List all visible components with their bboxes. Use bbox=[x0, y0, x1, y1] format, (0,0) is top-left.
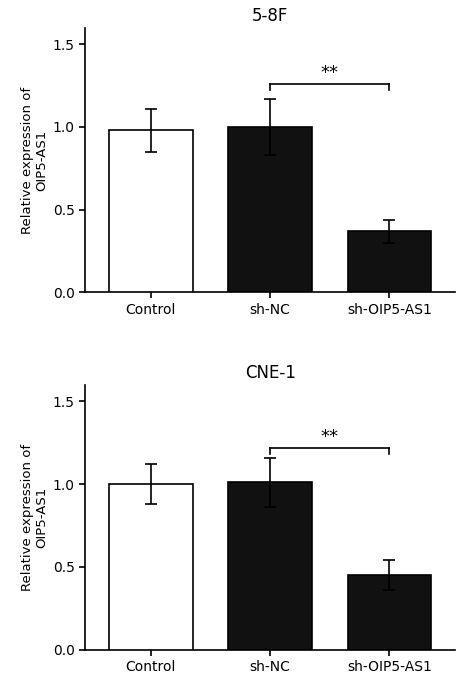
Title: CNE-1: CNE-1 bbox=[245, 364, 296, 382]
Title: 5-8F: 5-8F bbox=[252, 7, 288, 25]
Y-axis label: Relative expression of
OIP5-AS1: Relative expression of OIP5-AS1 bbox=[21, 444, 49, 591]
Bar bbox=[348, 231, 431, 292]
Text: **: ** bbox=[321, 428, 339, 446]
Text: **: ** bbox=[321, 64, 339, 82]
Y-axis label: Relative expression of
OIP5-AS1: Relative expression of OIP5-AS1 bbox=[21, 86, 49, 234]
Bar bbox=[109, 484, 192, 650]
Bar bbox=[109, 130, 192, 292]
Bar bbox=[348, 575, 431, 650]
Bar bbox=[228, 127, 312, 292]
Bar bbox=[228, 482, 312, 650]
